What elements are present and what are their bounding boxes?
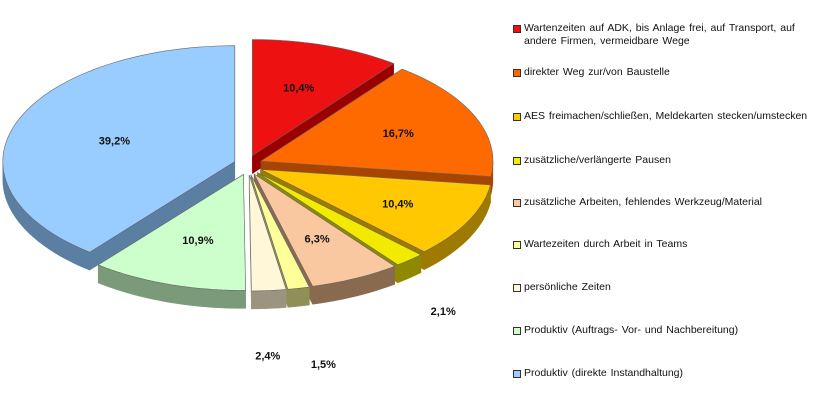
pie-slice-7 [248,174,287,292]
legend-label: Wartenzeiten auf ADK, bis Anlage frei, a… [524,22,795,47]
legend-swatch [513,284,521,292]
legend-swatch [513,157,521,165]
slice-value-label-2: 16,7% [383,128,414,140]
pie-slices [2,39,494,292]
pie-slice-3 [260,169,491,253]
pie-slice-4 [257,172,422,266]
slice-value-label-3: 10,4% [382,199,413,211]
legend-item: Produktiv (direkte Instandhaltung) [513,367,813,380]
legend-label: Produktiv (Auftrags- Vor- und Nachbereit… [524,324,739,336]
slice-value-label-7: 2,4% [255,350,280,362]
legend-item: Produktiv (Auftrags- Vor- und Nachbereit… [513,324,813,337]
legend-item: zusätzliche Arbeiten, fehlendes Werkzeug… [513,196,813,209]
legend-label: Wartezeiten durch Arbeit in Teams [524,238,688,250]
legend-item: Wartenzeiten auf ADK, bis Anlage frei, a… [513,22,813,48]
pie-slice-9 [2,45,236,253]
pie-value-labels: 10,4% 16,7% 10,4% 2,1% 6,3% 1,5% 2,4% 10,9% 39,2… [99,82,456,371]
slice-value-label-5: 6,3% [305,234,330,246]
legend-swatch [513,370,521,378]
legend-item: AES freimachen/schließen, Meldekarten st… [513,110,813,123]
legend-item: direkter Weg zur/von Baustelle [513,66,813,79]
legend-swatch [513,113,521,121]
slice-value-label-8: 10,9% [182,235,213,247]
legend-swatch [513,69,521,77]
legend-label: AES freimachen/schließen, Meldekarten st… [524,110,808,122]
legend-item: Wartezeiten durch Arbeit in Teams [513,238,813,251]
legend-swatch [513,25,521,33]
slice-value-label-1: 10,4% [283,82,314,94]
legend-swatch [513,199,521,207]
slice-value-label-9: 39,2% [99,136,130,148]
pie-slice-rim-7 [251,289,287,310]
pie-slice-6 [250,174,310,290]
pie-slice-2 [260,68,494,177]
pie-slice-rim-6 [287,286,310,308]
legend-label: zusätzliche/verlängerte Pausen [524,154,671,166]
legend-label: Produktiv (direkte Instandhaltung) [524,367,684,379]
legend-item: zusätzliche/verlängerte Pausen [513,154,813,167]
pie-slice-1 [252,39,395,157]
slice-value-label-4: 2,1% [431,306,456,318]
pie-chart: 10,4% 16,7% 10,4% 2,1% 6,3% 1,5% 2,4% 10,9% 39,2… [2,39,494,371]
slice-value-label-6: 1,5% [311,359,336,371]
legend-swatch [513,241,521,249]
legend-label: direkter Weg zur/von Baustelle [524,66,670,78]
legend-swatch [513,327,521,335]
legend-label: zusätzliche Arbeiten, fehlendes Werkzeug… [524,196,763,208]
legend-label: persönliche Zeiten [524,281,611,293]
legend-item: persönliche Zeiten [513,281,813,294]
pie-slice-8 [97,173,246,291]
pie-slice-5 [253,173,396,287]
